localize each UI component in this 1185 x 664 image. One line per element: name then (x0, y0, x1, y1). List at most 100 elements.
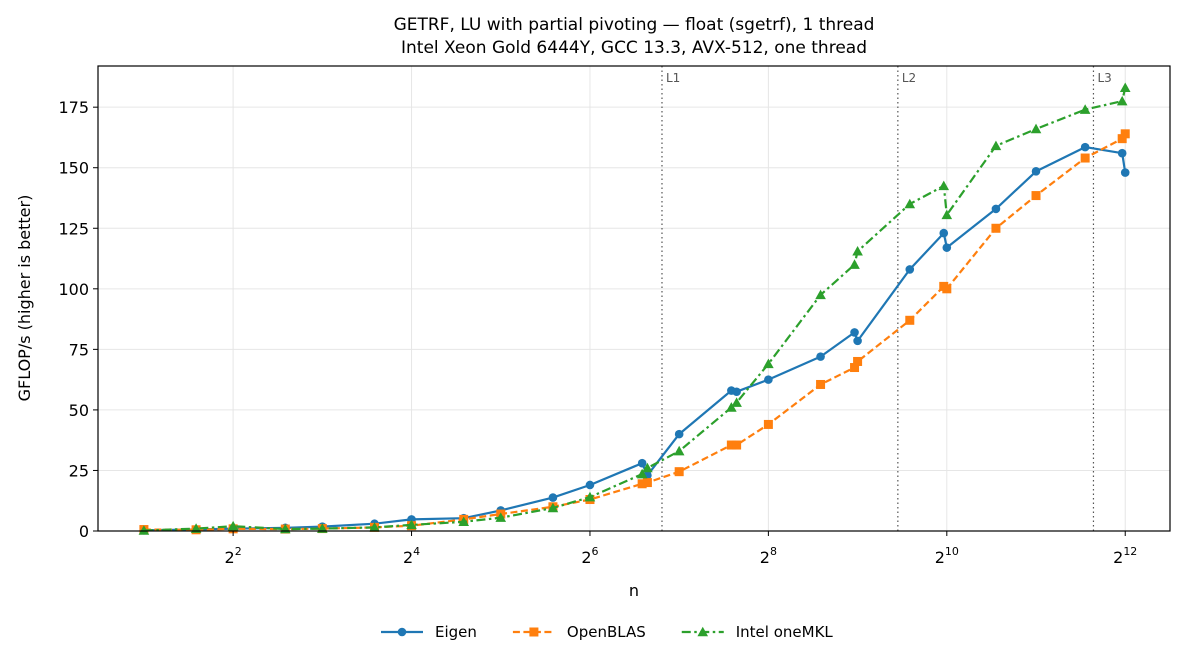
data-point (905, 265, 915, 274)
legend: Eigen OpenBLAS Intel oneMKL (381, 623, 833, 641)
data-point (1031, 167, 1041, 176)
data-point (138, 525, 150, 535)
x-tick-label: 26 (581, 545, 598, 567)
x-axis-title: n (629, 581, 639, 600)
data-point (1079, 104, 1091, 114)
data-point (816, 379, 826, 389)
y-tick-label: 175 (58, 98, 89, 117)
data-point (642, 462, 653, 473)
data-point (850, 363, 860, 373)
data-point (850, 328, 859, 337)
data-point (991, 223, 1001, 233)
series-layer (138, 82, 1131, 535)
cache-line-label: L1 (666, 71, 680, 85)
data-point (674, 467, 684, 477)
data-point (852, 245, 863, 256)
y-tick-label: 25 (69, 461, 89, 480)
legend-swatch-marker (697, 626, 709, 637)
data-point (1117, 148, 1127, 158)
data-point (763, 419, 773, 429)
data-point (584, 491, 596, 502)
data-point (1080, 153, 1090, 163)
data-point (495, 512, 507, 522)
data-point (853, 356, 863, 366)
data-point (1120, 129, 1130, 139)
data-point (637, 479, 647, 489)
series-line (143, 146, 1127, 532)
series-openblas (139, 129, 1130, 535)
data-point (732, 440, 742, 450)
data-point (941, 209, 953, 220)
cache-lines: L1 L2 L3 (661, 66, 1112, 531)
cache-line-label: L3 (1097, 71, 1111, 85)
data-point (816, 352, 825, 361)
data-point (1031, 191, 1041, 201)
data-point (547, 502, 559, 513)
chart-title: GETRF, LU with partial pivoting — float … (394, 15, 875, 35)
data-point (1119, 82, 1131, 93)
y-tick-label: 50 (69, 401, 89, 420)
data-point (1117, 134, 1127, 144)
y-tick-label: 0 (79, 522, 89, 541)
plot-frame (97, 65, 1171, 532)
legend-label: Intel oneMKL (736, 623, 834, 641)
data-point (673, 445, 685, 456)
y-tick-label: 150 (58, 159, 89, 178)
data-point (732, 387, 741, 397)
data-point (406, 519, 417, 530)
data-point (636, 468, 648, 479)
data-point (942, 284, 952, 294)
data-point (764, 375, 773, 384)
data-point (1080, 142, 1090, 152)
legend-label: Eigen (435, 623, 477, 641)
x-tick-label: 210 (935, 545, 959, 567)
data-point (726, 440, 736, 450)
data-point (849, 259, 860, 269)
x-tick-label: 22 (225, 545, 242, 567)
y-axis-title: GFLOP/s (higher is better) (15, 195, 34, 402)
data-point (674, 429, 684, 439)
x-axis: 22 24 26 28 210 212 (225, 531, 1137, 567)
legend-item: OpenBLAS (512, 623, 646, 641)
data-point (853, 336, 862, 346)
data-point (1120, 168, 1130, 177)
y-tick-label: 75 (69, 340, 89, 359)
series-eigen (139, 142, 1130, 535)
data-point (726, 402, 737, 412)
data-point (991, 204, 1001, 214)
legend-swatch-marker (529, 627, 539, 637)
legend-swatch-marker (397, 627, 407, 637)
data-point (637, 458, 647, 468)
data-point (1030, 123, 1042, 134)
data-point (942, 243, 952, 252)
data-point (905, 315, 915, 325)
data-point (904, 198, 916, 209)
data-point (227, 520, 239, 531)
data-point (763, 358, 774, 369)
y-axis: 0 25 50 75 100 125 150 175 (58, 98, 98, 541)
data-point (731, 397, 742, 407)
y-tick-label: 100 (58, 280, 89, 299)
data-point (990, 140, 1002, 151)
data-point (548, 493, 558, 502)
data-point (458, 516, 470, 527)
x-tick-label: 24 (403, 545, 420, 567)
data-point (585, 480, 595, 490)
data-point (369, 522, 380, 532)
x-tick-label: 212 (1113, 545, 1137, 567)
data-point (939, 228, 949, 238)
data-point (938, 180, 950, 191)
series-line (143, 87, 1127, 532)
legend-label: OpenBLAS (567, 623, 646, 641)
legend-item: Intel oneMKL (681, 623, 834, 641)
x-tick-label: 28 (760, 545, 777, 567)
data-point (1116, 95, 1128, 106)
grid (98, 66, 1170, 532)
cache-line-label: L2 (902, 71, 916, 85)
data-point (642, 478, 652, 488)
chart-subtitle: Intel Xeon Gold 6444Y, GCC 13.3, AVX-512… (401, 38, 867, 58)
legend-item: Eigen (381, 623, 477, 641)
y-tick-label: 125 (58, 219, 89, 238)
data-point (815, 289, 826, 300)
